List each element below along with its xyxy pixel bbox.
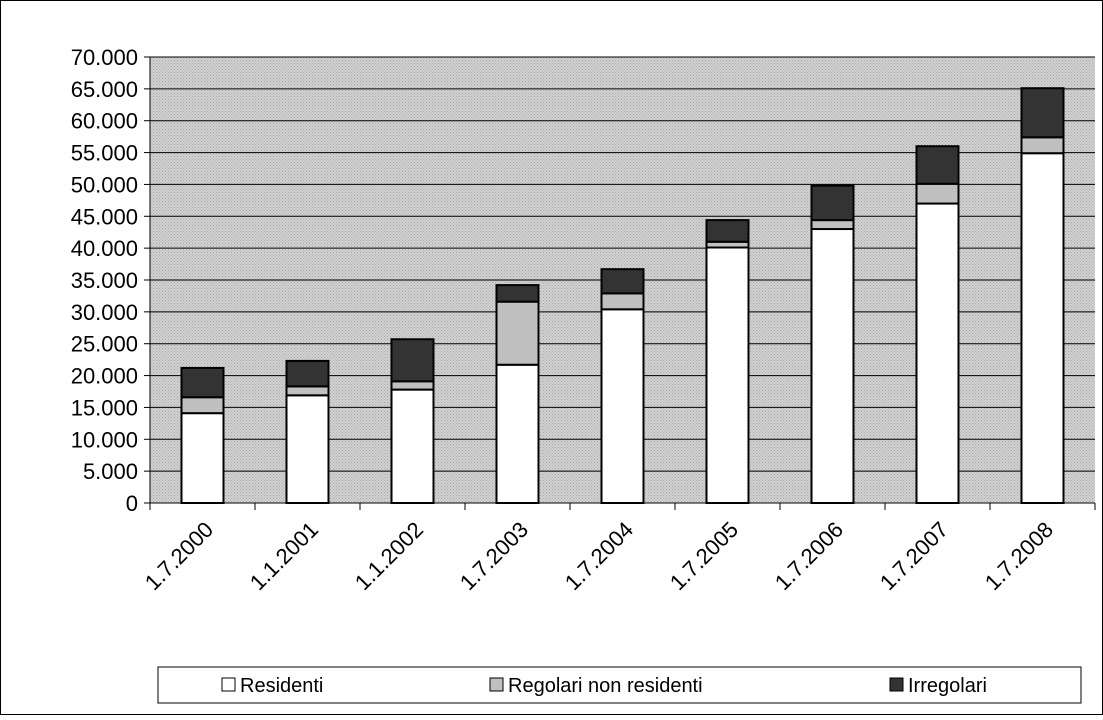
y-tick-label: 0 (126, 491, 138, 516)
y-tick-label: 65.000 (71, 77, 138, 102)
bar-segment (1020, 87, 1065, 139)
y-tick-labels: 0 5.000 10.000 15.000 20.000 25.000 30.000 35.0… (71, 45, 138, 516)
y-tick-label: 55.000 (71, 141, 138, 166)
bar-segment (180, 396, 225, 415)
bar-segment (915, 202, 960, 505)
y-tick-label: 50.000 (71, 172, 138, 197)
legend-swatch (889, 677, 904, 692)
y-tick-label: 5.000 (83, 459, 138, 484)
bar-segment (285, 385, 330, 397)
bar-segment (600, 308, 645, 504)
bar-segment (810, 228, 855, 504)
y-tick-label: 40.000 (71, 236, 138, 261)
y-tick-label: 20.000 (71, 364, 138, 389)
bar-segment (915, 182, 960, 205)
bar-segment (1020, 136, 1065, 155)
bar-segment (1020, 152, 1065, 505)
legend-label: Irregolari (908, 675, 987, 697)
axes (144, 56, 1096, 510)
y-tick-label: 45.000 (71, 204, 138, 229)
legend: Residenti Regolari non residenti Irregolar… (157, 666, 1082, 704)
bar-segment (180, 366, 225, 399)
bar-segment (495, 300, 540, 366)
bar-segment (495, 284, 540, 303)
y-tick-label: 15.000 (71, 395, 138, 420)
bar-segment (390, 338, 435, 383)
bar-segment (810, 184, 855, 222)
legend-label: Residenti (240, 675, 323, 697)
bars (180, 87, 1065, 505)
bar-segment (810, 219, 855, 231)
bar-segment (600, 268, 645, 295)
y-tick-label: 70.000 (71, 45, 138, 70)
bar-segment (285, 394, 330, 504)
bar-segment (705, 219, 750, 243)
y-tick-label: 60.000 (71, 109, 138, 134)
bar-segment (600, 292, 645, 311)
legend-swatch (489, 677, 504, 692)
y-tick-label: 35.000 (71, 268, 138, 293)
bar-segment (285, 359, 330, 388)
legend-swatch (221, 677, 236, 692)
y-tick-label: 25.000 (71, 332, 138, 357)
legend-box (157, 666, 1082, 704)
bar-segment (390, 388, 435, 504)
bar-segment (705, 246, 750, 504)
bar-segment (915, 145, 960, 185)
bar-segment (180, 412, 225, 505)
y-tick-label: 10.000 (71, 427, 138, 452)
bar-segment (390, 380, 435, 391)
bar-segment (495, 363, 540, 504)
legend-label: Regolari non residenti (508, 675, 703, 697)
y-tick-label: 30.000 (71, 300, 138, 325)
